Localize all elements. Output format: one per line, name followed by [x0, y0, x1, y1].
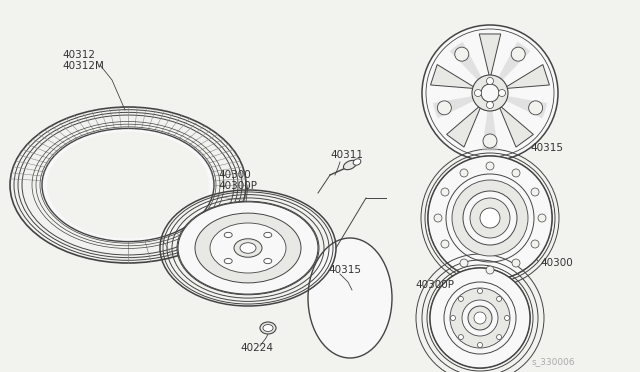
- Text: 40312M: 40312M: [62, 61, 104, 71]
- Circle shape: [504, 315, 509, 321]
- Circle shape: [474, 312, 486, 324]
- Circle shape: [458, 296, 463, 301]
- Circle shape: [529, 101, 543, 115]
- Text: 40315: 40315: [328, 265, 361, 275]
- Circle shape: [499, 90, 506, 96]
- Text: s_330006: s_330006: [531, 357, 575, 366]
- Circle shape: [486, 266, 494, 274]
- Circle shape: [480, 208, 500, 228]
- Circle shape: [455, 47, 468, 61]
- Ellipse shape: [263, 324, 273, 331]
- Circle shape: [512, 169, 520, 177]
- Text: 40300: 40300: [540, 258, 573, 268]
- Circle shape: [470, 198, 510, 238]
- Polygon shape: [479, 34, 500, 79]
- Ellipse shape: [264, 232, 272, 238]
- Ellipse shape: [210, 223, 286, 273]
- Circle shape: [538, 214, 546, 222]
- Circle shape: [463, 191, 517, 245]
- Circle shape: [430, 268, 530, 368]
- Polygon shape: [490, 93, 547, 118]
- Circle shape: [452, 180, 528, 256]
- Ellipse shape: [308, 238, 392, 358]
- Circle shape: [468, 306, 492, 330]
- Ellipse shape: [353, 159, 361, 165]
- Ellipse shape: [42, 128, 214, 241]
- Circle shape: [462, 300, 498, 336]
- Circle shape: [441, 188, 449, 196]
- Circle shape: [460, 259, 468, 267]
- Ellipse shape: [264, 259, 272, 264]
- Circle shape: [477, 343, 483, 347]
- Circle shape: [422, 25, 558, 161]
- Text: 40311: 40311: [330, 150, 363, 160]
- Circle shape: [497, 296, 502, 301]
- Text: 40300: 40300: [218, 170, 251, 180]
- Text: 40300P: 40300P: [218, 181, 257, 191]
- Polygon shape: [503, 65, 550, 89]
- Text: 40312: 40312: [62, 50, 95, 60]
- Circle shape: [481, 84, 499, 102]
- Polygon shape: [498, 104, 533, 147]
- Ellipse shape: [344, 160, 356, 170]
- Text: 40300P: 40300P: [415, 280, 454, 290]
- Circle shape: [486, 77, 493, 84]
- Circle shape: [477, 289, 483, 294]
- Polygon shape: [431, 65, 477, 89]
- Circle shape: [531, 240, 539, 248]
- Circle shape: [428, 156, 552, 280]
- Polygon shape: [433, 93, 490, 118]
- Polygon shape: [482, 93, 498, 151]
- Circle shape: [531, 188, 539, 196]
- Polygon shape: [447, 104, 482, 147]
- Circle shape: [511, 47, 525, 61]
- Circle shape: [451, 315, 456, 321]
- Ellipse shape: [240, 243, 256, 253]
- Circle shape: [512, 259, 520, 267]
- Text: 40224: 40224: [240, 343, 273, 353]
- Circle shape: [497, 334, 502, 340]
- Polygon shape: [450, 42, 490, 93]
- Circle shape: [458, 334, 463, 340]
- Ellipse shape: [47, 132, 209, 238]
- Circle shape: [460, 169, 468, 177]
- Circle shape: [434, 214, 442, 222]
- Circle shape: [483, 134, 497, 148]
- Ellipse shape: [234, 239, 262, 257]
- Ellipse shape: [224, 232, 232, 238]
- Circle shape: [437, 101, 451, 115]
- Circle shape: [450, 288, 510, 348]
- Ellipse shape: [178, 202, 318, 294]
- Circle shape: [486, 162, 494, 170]
- Circle shape: [474, 90, 481, 96]
- Ellipse shape: [224, 259, 232, 264]
- Circle shape: [486, 102, 493, 109]
- Polygon shape: [490, 42, 531, 93]
- Circle shape: [441, 240, 449, 248]
- Text: 40315: 40315: [530, 143, 563, 153]
- Ellipse shape: [260, 322, 276, 334]
- Circle shape: [472, 75, 508, 111]
- Ellipse shape: [195, 213, 301, 283]
